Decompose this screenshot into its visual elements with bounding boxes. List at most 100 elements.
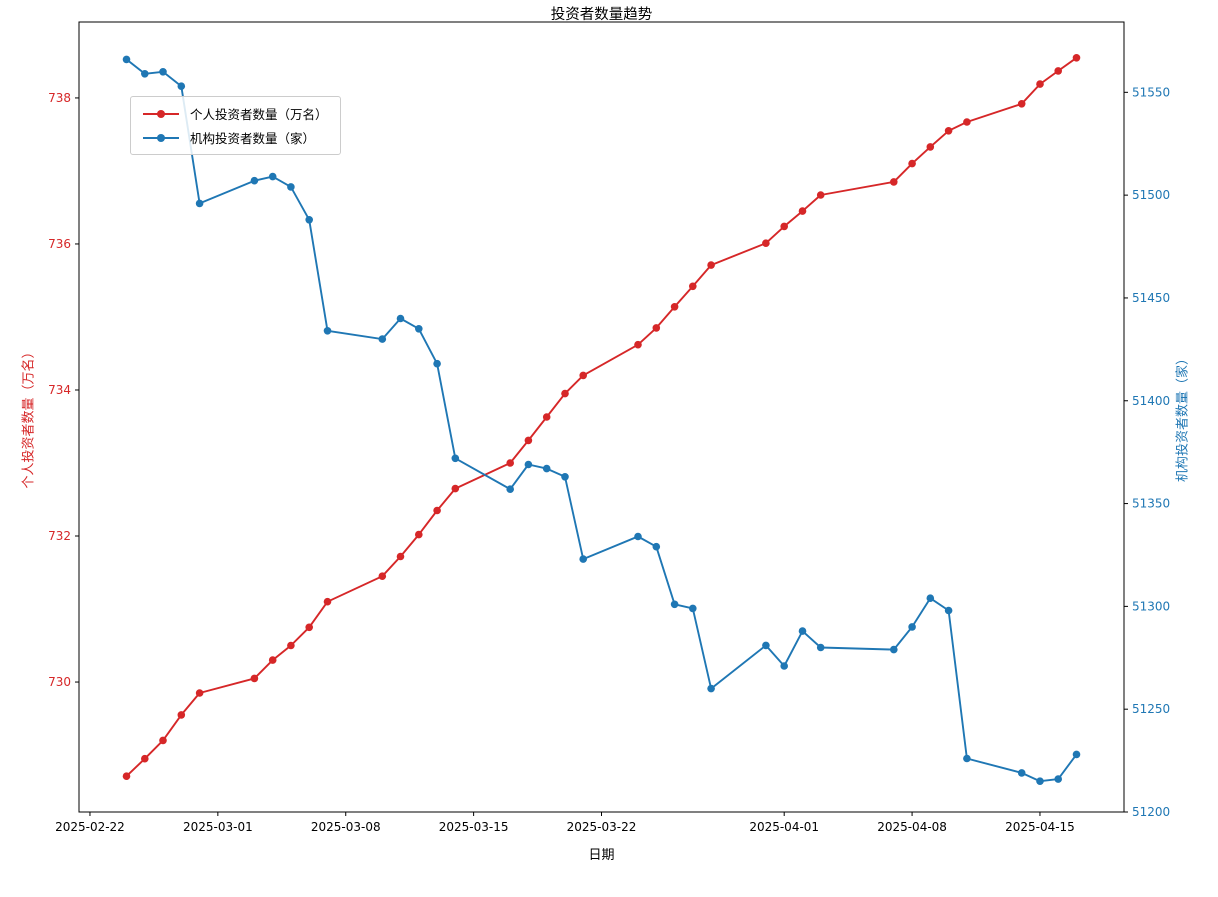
series-line-1 xyxy=(125,58,1078,783)
data-point-marker xyxy=(890,645,898,654)
data-point-marker xyxy=(451,454,460,463)
left-y-tick-label: 734 xyxy=(48,383,71,397)
data-point-marker xyxy=(433,506,441,515)
right-y-tick-label: 51350 xyxy=(1132,497,1170,511)
data-point-marker xyxy=(689,282,697,291)
data-point-marker xyxy=(287,183,295,191)
data-point-marker xyxy=(579,555,587,563)
data-point-marker xyxy=(250,176,259,185)
data-point-marker xyxy=(506,459,514,467)
right-y-tick-label: 51300 xyxy=(1132,599,1170,613)
data-point-marker xyxy=(652,324,661,332)
data-point-marker xyxy=(652,542,661,551)
x-tick-label: 2025-03-01 xyxy=(183,820,253,834)
data-point-marker xyxy=(670,600,679,609)
x-axis-label: 日期 xyxy=(588,848,615,863)
data-point-marker xyxy=(634,532,642,541)
right-y-tick-label: 51250 xyxy=(1132,702,1170,716)
x-tick-label: 2025-03-22 xyxy=(567,820,637,834)
data-point-marker xyxy=(798,627,807,635)
left-y-tick-label: 730 xyxy=(48,675,71,689)
data-point-marker xyxy=(159,736,167,745)
data-point-marker xyxy=(963,754,971,763)
data-point-marker xyxy=(177,82,186,90)
data-point-marker xyxy=(141,70,149,78)
data-point-marker xyxy=(561,389,569,398)
data-point-marker xyxy=(323,327,332,335)
data-point-marker xyxy=(433,359,441,368)
data-point-marker xyxy=(762,239,770,247)
data-point-marker xyxy=(707,684,715,693)
data-point-marker xyxy=(780,662,788,670)
data-point-marker xyxy=(415,325,423,333)
data-point-marker xyxy=(670,303,679,311)
data-point-marker xyxy=(926,594,935,602)
data-point-marker xyxy=(195,689,204,697)
data-point-marker xyxy=(250,674,259,683)
data-point-marker xyxy=(159,68,167,76)
data-point-marker xyxy=(1036,777,1044,785)
data-point-marker xyxy=(1054,775,1062,783)
right-y-axis-label: 机构投资者数量（家） xyxy=(1175,351,1191,483)
series-line-0 xyxy=(125,57,1078,777)
legend-item-personal: 个人投资者数量（万名） xyxy=(141,104,328,123)
legend: 个人投资者数量（万名） 机构投资者数量（家） xyxy=(130,96,341,155)
data-point-marker xyxy=(524,460,533,469)
data-point-marker xyxy=(561,473,569,481)
data-point-marker xyxy=(177,711,186,719)
x-tick-label: 2025-04-08 xyxy=(877,820,947,834)
data-point-marker xyxy=(1017,769,1026,777)
data-point-marker xyxy=(926,143,935,151)
right-y-tick-label: 51450 xyxy=(1132,291,1170,305)
data-point-marker xyxy=(542,464,551,473)
left-y-tick-label: 732 xyxy=(48,529,71,543)
data-point-marker xyxy=(268,172,277,181)
data-point-marker xyxy=(141,754,149,763)
x-tick-label: 2025-02-22 xyxy=(55,820,125,834)
data-point-marker xyxy=(451,484,460,493)
data-point-marker xyxy=(396,552,405,561)
right-y-tick-label: 51500 xyxy=(1132,188,1170,202)
x-tick-label: 2025-03-15 xyxy=(439,820,509,834)
data-point-marker xyxy=(415,530,423,539)
x-tick-label: 2025-04-15 xyxy=(1005,820,1075,834)
data-point-marker xyxy=(268,656,277,664)
data-point-marker xyxy=(305,216,314,224)
data-point-marker xyxy=(1036,80,1044,88)
data-point-marker xyxy=(1072,750,1081,759)
left-y-axis-label: 个人投资者数量（万名） xyxy=(21,345,37,489)
data-point-marker xyxy=(305,623,314,632)
data-point-marker xyxy=(396,314,405,323)
right-y-tick-label: 51550 xyxy=(1132,85,1170,99)
data-point-marker xyxy=(1054,67,1062,75)
data-point-marker xyxy=(944,606,953,615)
data-point-marker xyxy=(524,436,533,445)
data-point-marker xyxy=(506,485,514,494)
x-tick-label: 2025-03-08 xyxy=(311,820,381,834)
legend-item-institutional: 机构投资者数量（家） xyxy=(141,128,328,147)
right-y-tick-label: 51400 xyxy=(1132,394,1170,408)
data-point-marker xyxy=(689,604,697,613)
data-point-marker xyxy=(908,159,916,168)
data-point-marker xyxy=(579,371,587,380)
x-tick-label: 2025-04-01 xyxy=(749,820,819,834)
data-point-marker xyxy=(908,623,916,631)
data-point-marker xyxy=(707,261,715,269)
blue-line-marker-icon xyxy=(143,133,179,142)
data-point-marker xyxy=(963,118,971,126)
right-y-tick-label: 51200 xyxy=(1132,805,1170,819)
data-point-marker xyxy=(1017,100,1026,108)
data-point-marker xyxy=(122,772,131,780)
data-point-marker xyxy=(944,127,953,135)
legend-label: 个人投资者数量（万名） xyxy=(190,107,328,122)
data-point-marker xyxy=(323,597,332,606)
data-point-marker xyxy=(634,340,642,349)
chart-title: 投资者数量趋势 xyxy=(550,7,653,23)
data-point-marker xyxy=(378,335,387,343)
data-point-marker xyxy=(122,55,131,64)
data-point-marker xyxy=(816,191,825,199)
data-point-marker xyxy=(1072,54,1081,62)
red-line-marker-icon xyxy=(143,109,179,118)
data-point-marker xyxy=(542,413,551,421)
